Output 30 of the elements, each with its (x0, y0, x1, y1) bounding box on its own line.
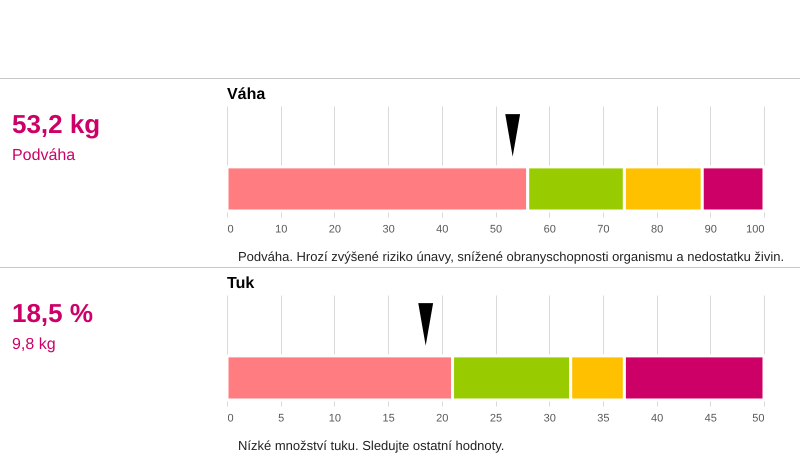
x-tick-label: 25 (490, 412, 502, 424)
x-tick-label: 45 (704, 412, 717, 424)
chart-title: Váha (227, 86, 266, 103)
x-tick-label: 70 (597, 224, 610, 236)
x-tick-label: 35 (597, 412, 610, 424)
text: 9,8 kg (12, 336, 56, 354)
x-tick-label: 90 (704, 224, 717, 236)
x-tick-label: 10 (275, 224, 288, 236)
x-tick-label: 50 (752, 412, 764, 424)
x-tick-label: 40 (650, 412, 664, 424)
x-tick-label: 30 (544, 412, 556, 424)
x-tick-label: 5 (278, 412, 284, 424)
text: Podváha. Hrozí zvýšené riziko únavy, snížené obranyschopnosti organismu a nedostatku živin. (238, 249, 784, 264)
text: 53,2 kg (12, 109, 100, 140)
x-tick-label: 80 (650, 224, 664, 236)
x-tick-label: 15 (382, 412, 395, 424)
x-tick-label: 40 (436, 224, 448, 236)
text: 18,5 % (12, 298, 93, 329)
x-tick-label: 10 (328, 412, 342, 424)
chart-title: Tuk (227, 275, 254, 292)
x-tick-label: 20 (328, 224, 342, 236)
text: Podváha (12, 147, 76, 165)
x-tick-label: 60 (544, 224, 556, 236)
x-tick-label: 50 (490, 224, 502, 236)
x-tick-label: 0 (228, 412, 234, 424)
text: Nízké množství tuku. Sledujte ostatní hodnoty. (238, 438, 504, 453)
x-tick-label: 0 (228, 224, 234, 236)
x-tick-label: 30 (382, 224, 395, 236)
x-tick-label: 100 (746, 224, 764, 236)
x-tick-label: 20 (436, 412, 448, 424)
